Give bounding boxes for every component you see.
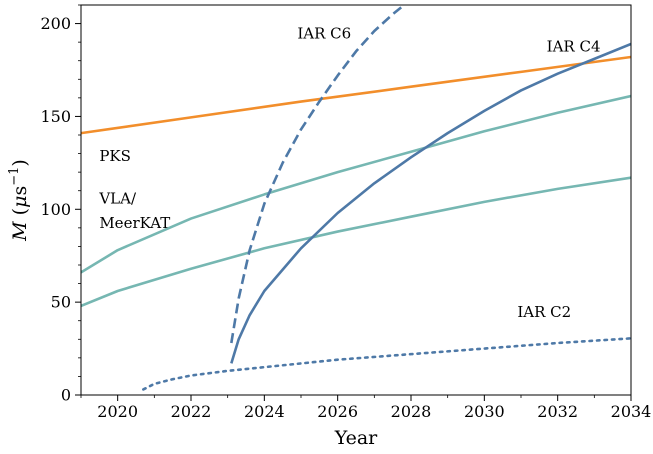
series-line-unlabeled-2 — [81, 176, 631, 308]
y-tick-label: 0 — [61, 386, 71, 405]
ticks-layer: 2020 2022 2024 2026 2028 2030 2032 2034 0 50 100 15… — [40, 4, 652, 421]
x-axis-title: Year — [334, 427, 378, 449]
x-tick-label: 2034 — [611, 402, 652, 421]
y-axis-title: M (μs−1) — [7, 159, 31, 242]
x-tick-label: 2026 — [317, 402, 358, 421]
plot-frame — [80, 4, 632, 396]
x-tick-label: 2022 — [171, 402, 212, 421]
x-tick-label: 2020 — [97, 402, 138, 421]
x-tick-label: 2032 — [537, 402, 578, 421]
y-axis-unit-open: ( — [9, 208, 31, 215]
series-line-vla-meerkat — [81, 94, 631, 274]
x-tick-label: 2030 — [464, 402, 505, 421]
annotation-meerkat: MeerKAT — [99, 214, 170, 232]
x-tick-label: 2028 — [391, 402, 432, 421]
annotation-pks: PKS — [99, 147, 131, 165]
y-axis-unit-close: ) — [9, 159, 31, 166]
annotation-iar-c2: IAR C2 — [517, 303, 571, 321]
y-tick-label: 200 — [40, 14, 71, 33]
y-tick-label: 150 — [40, 107, 71, 126]
y-tick-label: 100 — [40, 200, 71, 219]
annotation-iar-c4: IAR C4 — [547, 37, 601, 55]
y-axis-mu: μ — [9, 196, 31, 208]
series-line-iar-c2 — [142, 337, 631, 391]
series-layer — [81, 5, 631, 391]
y-axis-s: s — [9, 186, 31, 196]
annotation-vla: VLA/ — [98, 190, 137, 208]
series-line-pks — [81, 55, 631, 135]
y-tick-label: 50 — [51, 293, 71, 312]
y-axis-exp: −1 — [7, 167, 22, 186]
annotation-iar-c6: IAR C6 — [297, 24, 351, 42]
x-tick-label: 2024 — [244, 402, 285, 421]
y-axis-var: M — [9, 221, 31, 242]
series-line-iar-c6 — [230, 5, 407, 344]
series-line-iar-c4 — [230, 42, 631, 364]
annotation-layer: PKS VLA/MeerKAT IAR C6 IAR C4 IAR C2 — [98, 24, 600, 321]
